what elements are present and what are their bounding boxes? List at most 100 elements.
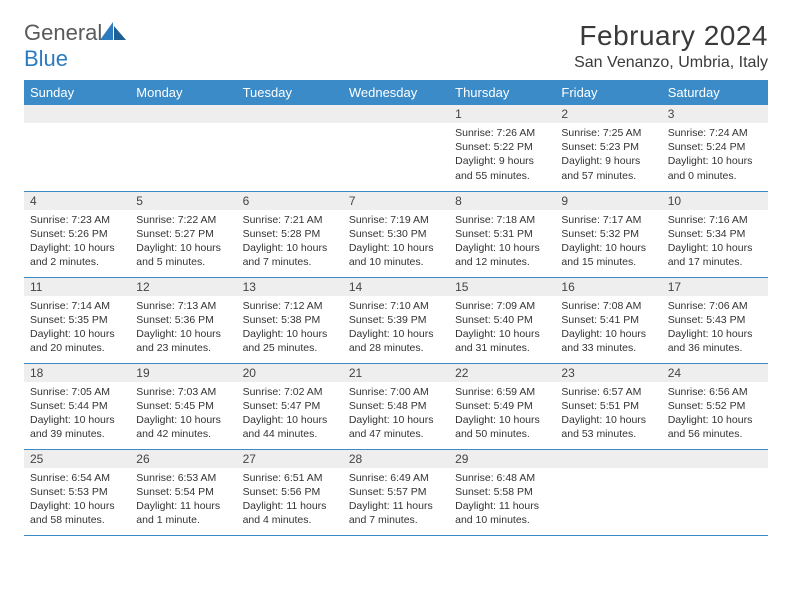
weekday-header: Tuesday <box>237 80 343 105</box>
month-title: February 2024 <box>574 20 768 52</box>
day-info: Sunrise: 7:05 AMSunset: 5:44 PMDaylight:… <box>24 382 130 448</box>
sunrise-text: Sunrise: 6:54 AM <box>30 471 124 485</box>
sunrise-text: Sunrise: 7:25 AM <box>561 126 655 140</box>
calendar-week-row: 25Sunrise: 6:54 AMSunset: 5:53 PMDayligh… <box>24 449 768 535</box>
weekday-header: Friday <box>555 80 661 105</box>
sunrise-text: Sunrise: 7:00 AM <box>349 385 443 399</box>
day-number: 11 <box>24 278 130 296</box>
day-number-empty <box>130 105 236 123</box>
daylight-text: Daylight: 10 hours and 50 minutes. <box>455 413 549 441</box>
sunrise-text: Sunrise: 6:57 AM <box>561 385 655 399</box>
day-info: Sunrise: 6:57 AMSunset: 5:51 PMDaylight:… <box>555 382 661 448</box>
calendar-day-cell: 20Sunrise: 7:02 AMSunset: 5:47 PMDayligh… <box>237 363 343 449</box>
day-number-empty <box>555 450 661 468</box>
header: GeneralBlue February 2024 San Venanzo, U… <box>24 20 768 72</box>
day-info: Sunrise: 7:16 AMSunset: 5:34 PMDaylight:… <box>662 210 768 276</box>
sunset-text: Sunset: 5:56 PM <box>243 485 337 499</box>
calendar-day-cell: 1Sunrise: 7:26 AMSunset: 5:22 PMDaylight… <box>449 105 555 191</box>
sunrise-text: Sunrise: 7:03 AM <box>136 385 230 399</box>
daylight-text: Daylight: 11 hours and 4 minutes. <box>243 499 337 527</box>
calendar-week-row: 4Sunrise: 7:23 AMSunset: 5:26 PMDaylight… <box>24 191 768 277</box>
sunrise-text: Sunrise: 7:19 AM <box>349 213 443 227</box>
daylight-text: Daylight: 10 hours and 31 minutes. <box>455 327 549 355</box>
sunset-text: Sunset: 5:28 PM <box>243 227 337 241</box>
daylight-text: Daylight: 10 hours and 10 minutes. <box>349 241 443 269</box>
sunset-text: Sunset: 5:58 PM <box>455 485 549 499</box>
calendar-day-cell: 3Sunrise: 7:24 AMSunset: 5:24 PMDaylight… <box>662 105 768 191</box>
calendar-week-row: 11Sunrise: 7:14 AMSunset: 5:35 PMDayligh… <box>24 277 768 363</box>
sunset-text: Sunset: 5:45 PM <box>136 399 230 413</box>
day-info: Sunrise: 7:12 AMSunset: 5:38 PMDaylight:… <box>237 296 343 362</box>
day-number: 28 <box>343 450 449 468</box>
calendar-table: Sunday Monday Tuesday Wednesday Thursday… <box>24 80 768 536</box>
daylight-text: Daylight: 10 hours and 53 minutes. <box>561 413 655 441</box>
day-number: 16 <box>555 278 661 296</box>
sunrise-text: Sunrise: 7:26 AM <box>455 126 549 140</box>
calendar-day-cell: 22Sunrise: 6:59 AMSunset: 5:49 PMDayligh… <box>449 363 555 449</box>
sunset-text: Sunset: 5:23 PM <box>561 140 655 154</box>
day-number: 25 <box>24 450 130 468</box>
day-number-empty <box>237 105 343 123</box>
sunrise-text: Sunrise: 7:02 AM <box>243 385 337 399</box>
calendar-day-cell: 7Sunrise: 7:19 AMSunset: 5:30 PMDaylight… <box>343 191 449 277</box>
day-info: Sunrise: 6:53 AMSunset: 5:54 PMDaylight:… <box>130 468 236 534</box>
calendar-week-row: 18Sunrise: 7:05 AMSunset: 5:44 PMDayligh… <box>24 363 768 449</box>
sunrise-text: Sunrise: 7:08 AM <box>561 299 655 313</box>
day-number: 9 <box>555 192 661 210</box>
day-info: Sunrise: 6:48 AMSunset: 5:58 PMDaylight:… <box>449 468 555 534</box>
calendar-day-cell: 12Sunrise: 7:13 AMSunset: 5:36 PMDayligh… <box>130 277 236 363</box>
logo-sail-icon <box>100 22 126 40</box>
sunrise-text: Sunrise: 6:51 AM <box>243 471 337 485</box>
daylight-text: Daylight: 9 hours and 57 minutes. <box>561 154 655 182</box>
day-number: 15 <box>449 278 555 296</box>
calendar-day-cell: 28Sunrise: 6:49 AMSunset: 5:57 PMDayligh… <box>343 449 449 535</box>
day-number: 26 <box>130 450 236 468</box>
day-info: Sunrise: 6:51 AMSunset: 5:56 PMDaylight:… <box>237 468 343 534</box>
sunset-text: Sunset: 5:44 PM <box>30 399 124 413</box>
daylight-text: Daylight: 10 hours and 2 minutes. <box>30 241 124 269</box>
daylight-text: Daylight: 10 hours and 23 minutes. <box>136 327 230 355</box>
daylight-text: Daylight: 10 hours and 12 minutes. <box>455 241 549 269</box>
calendar-day-cell: 8Sunrise: 7:18 AMSunset: 5:31 PMDaylight… <box>449 191 555 277</box>
daylight-text: Daylight: 11 hours and 7 minutes. <box>349 499 443 527</box>
day-number: 22 <box>449 364 555 382</box>
weekday-header: Wednesday <box>343 80 449 105</box>
daylight-text: Daylight: 10 hours and 42 minutes. <box>136 413 230 441</box>
day-info: Sunrise: 7:00 AMSunset: 5:48 PMDaylight:… <box>343 382 449 448</box>
sunrise-text: Sunrise: 6:56 AM <box>668 385 762 399</box>
sunrise-text: Sunrise: 7:16 AM <box>668 213 762 227</box>
daylight-text: Daylight: 10 hours and 36 minutes. <box>668 327 762 355</box>
day-number: 14 <box>343 278 449 296</box>
day-info-empty <box>555 468 661 534</box>
day-number: 17 <box>662 278 768 296</box>
day-info: Sunrise: 6:56 AMSunset: 5:52 PMDaylight:… <box>662 382 768 448</box>
daylight-text: Daylight: 10 hours and 39 minutes. <box>30 413 124 441</box>
calendar-day-cell: 27Sunrise: 6:51 AMSunset: 5:56 PMDayligh… <box>237 449 343 535</box>
calendar-day-cell: 29Sunrise: 6:48 AMSunset: 5:58 PMDayligh… <box>449 449 555 535</box>
day-info: Sunrise: 7:02 AMSunset: 5:47 PMDaylight:… <box>237 382 343 448</box>
day-number: 23 <box>555 364 661 382</box>
calendar-day-cell <box>662 449 768 535</box>
day-number: 1 <box>449 105 555 123</box>
sunset-text: Sunset: 5:52 PM <box>668 399 762 413</box>
day-number: 3 <box>662 105 768 123</box>
calendar-day-cell: 6Sunrise: 7:21 AMSunset: 5:28 PMDaylight… <box>237 191 343 277</box>
sunrise-text: Sunrise: 7:05 AM <box>30 385 124 399</box>
day-number-empty <box>343 105 449 123</box>
sunset-text: Sunset: 5:35 PM <box>30 313 124 327</box>
day-number: 5 <box>130 192 236 210</box>
calendar-day-cell <box>555 449 661 535</box>
day-info: Sunrise: 6:59 AMSunset: 5:49 PMDaylight:… <box>449 382 555 448</box>
sunset-text: Sunset: 5:27 PM <box>136 227 230 241</box>
day-info: Sunrise: 7:10 AMSunset: 5:39 PMDaylight:… <box>343 296 449 362</box>
day-info-empty <box>343 123 449 189</box>
sunset-text: Sunset: 5:43 PM <box>668 313 762 327</box>
sunset-text: Sunset: 5:22 PM <box>455 140 549 154</box>
calendar-day-cell <box>343 105 449 191</box>
location: San Venanzo, Umbria, Italy <box>574 54 768 72</box>
day-number: 27 <box>237 450 343 468</box>
daylight-text: Daylight: 10 hours and 20 minutes. <box>30 327 124 355</box>
sunset-text: Sunset: 5:38 PM <box>243 313 337 327</box>
day-info: Sunrise: 7:18 AMSunset: 5:31 PMDaylight:… <box>449 210 555 276</box>
sunset-text: Sunset: 5:30 PM <box>349 227 443 241</box>
